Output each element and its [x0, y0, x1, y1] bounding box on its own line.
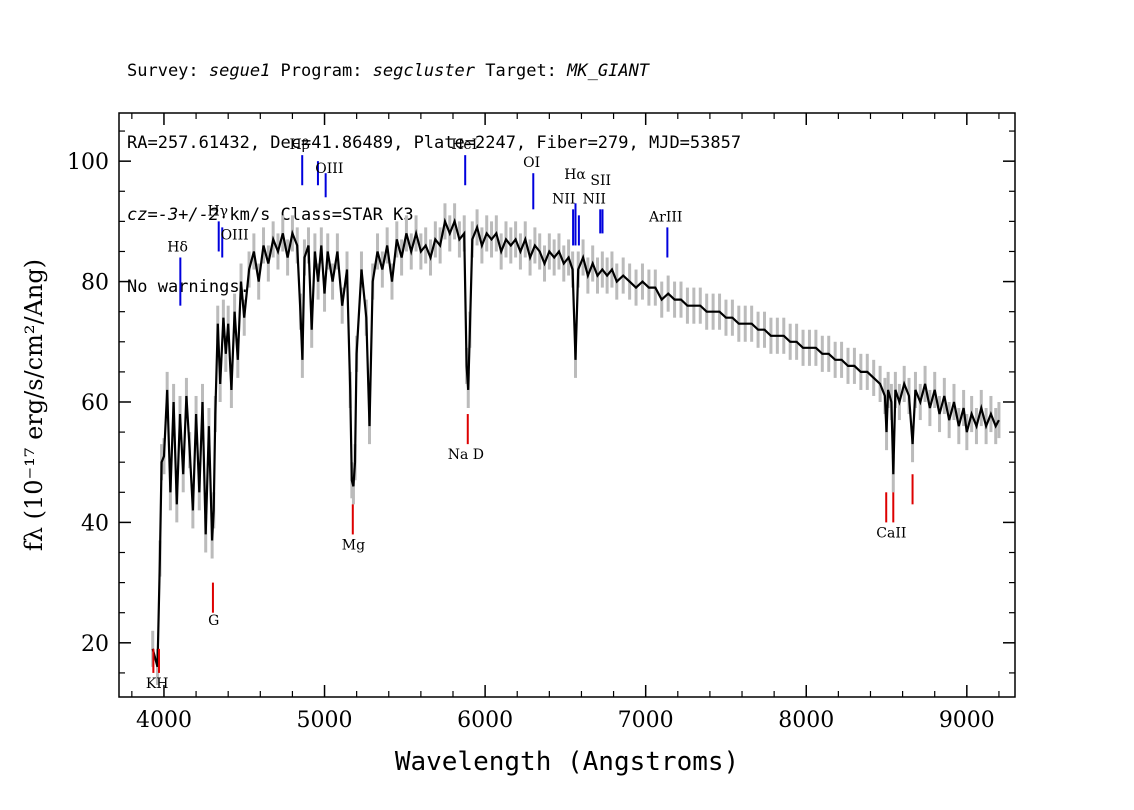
line-label: Hα — [564, 167, 586, 183]
line-label: Na D — [448, 447, 484, 463]
x-tick-label: 5000 — [297, 708, 353, 733]
line-label: Hγ — [207, 203, 228, 219]
y-tick-label: 80 — [81, 271, 109, 296]
header-line-coords: RA=257.61432, Dec=41.86489, Plate=2247, … — [127, 133, 742, 153]
program-value: segcluster — [372, 61, 476, 81]
x-tick-label: 4000 — [136, 708, 192, 733]
x-tick-label: 6000 — [457, 708, 513, 733]
header-line-survey: Survey: segue1 Program: segcluster Targe… — [127, 59, 741, 83]
program-key: Program: — [270, 61, 373, 81]
line-label: Hβ — [289, 137, 309, 153]
line-label: NII — [552, 191, 575, 207]
line-label: SII — [590, 173, 611, 189]
target-key: Target: — [475, 61, 568, 81]
line-label: HeI — [451, 137, 477, 153]
error-band — [151, 203, 1001, 685]
x-tick-label: 9000 — [939, 708, 995, 733]
line-label: OIII — [315, 161, 343, 177]
line-label: G — [208, 613, 219, 629]
axis-ticks — [119, 113, 1015, 697]
line-label: OI — [523, 155, 540, 171]
header-line-redshift: cz=-3+/-2 km/s Class=STAR K3 — [127, 203, 741, 227]
y-tick-label: 20 — [81, 632, 109, 657]
line-labels: Hδ Hγ OIII Hβ OIII HeI OI NII Hα SII NII ArIII K H G Mg… — [146, 137, 907, 692]
x-tick-label: 8000 — [778, 708, 834, 733]
x-axis-label: Wavelength (Angstroms) — [395, 747, 739, 777]
line-label: OIII — [221, 227, 249, 243]
spectrum-line — [151, 217, 1000, 668]
y-tick-label: 100 — [67, 150, 109, 175]
spectrum-header: Survey: segue1 Program: segcluster Targe… — [127, 11, 741, 323]
class-value: km/s Class=STAR K3 — [219, 205, 414, 225]
line-markers — [152, 155, 914, 673]
y-tick-label: 60 — [81, 391, 109, 416]
line-label: Hδ — [167, 239, 188, 255]
y-tick-label: 40 — [81, 511, 109, 536]
line-label: NII — [583, 191, 606, 207]
line-label: K — [146, 676, 157, 692]
tick-labels: 4000 5000 6000 7000 8000 9000 20 40 60 80 100 — [67, 150, 995, 733]
survey-key: Survey: — [127, 61, 209, 81]
redshift-value: cz=-3+/-2 — [127, 205, 220, 225]
line-label: CaII — [876, 525, 906, 541]
spectrum-series — [151, 217, 1000, 668]
line-label: H — [156, 676, 168, 692]
target-value: MK_GIANT — [567, 61, 650, 81]
x-tick-label: 7000 — [618, 708, 674, 733]
survey-value: segue1 — [208, 61, 271, 81]
y-axis-label: fλ (10⁻¹⁷ erg/s/cm²/Ang) — [20, 259, 48, 551]
line-label: ArIII — [648, 209, 682, 225]
line-label: Mg — [342, 537, 365, 553]
plot-frame — [118, 112, 1016, 698]
